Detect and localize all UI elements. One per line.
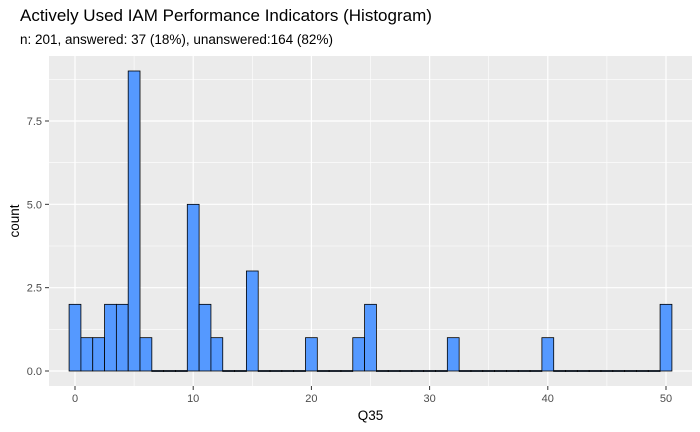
- y-axis-label: count: [7, 204, 22, 237]
- histogram-bar: [139, 337, 153, 372]
- histogram-bar: [115, 303, 129, 372]
- histogram-bar: [245, 270, 259, 372]
- histogram-bar: [293, 370, 306, 372]
- histogram-bar: [175, 370, 188, 372]
- histogram-bar: [576, 370, 590, 372]
- histogram-bar: [92, 337, 105, 372]
- histogram-bar: [482, 370, 496, 372]
- histogram-bar: [198, 303, 212, 372]
- histogram-bar: [281, 370, 295, 372]
- y-axis: 0.0 2.5 5.0 7.5: [27, 116, 49, 378]
- minor-gridlines: [49, 56, 692, 386]
- histogram-bar: [541, 337, 555, 372]
- histogram-bar: [517, 370, 531, 372]
- histogram-bar: [257, 370, 271, 372]
- histogram-bar: [104, 303, 117, 372]
- histogram-bar: [624, 370, 637, 372]
- y-tick-label: 5.0: [27, 199, 42, 211]
- histogram-bar: [328, 370, 342, 372]
- histogram-bar: [222, 370, 235, 372]
- x-tick-label: 10: [187, 393, 199, 405]
- x-tick-label: 20: [305, 393, 317, 405]
- histogram-bar: [305, 337, 318, 372]
- histogram-bar: [647, 370, 661, 372]
- histogram-bar: [399, 370, 413, 372]
- histogram-bar: [127, 70, 141, 372]
- histogram-bar: [529, 370, 543, 372]
- histogram-bar: [470, 370, 484, 372]
- histogram-bar: [600, 370, 614, 372]
- histogram-bar: [316, 370, 330, 372]
- histogram-bar: [186, 203, 200, 372]
- histogram-bar: [151, 370, 165, 372]
- histogram-bar: [68, 303, 82, 372]
- x-axis-label: Q35: [358, 408, 384, 423]
- histogram-bar: [553, 370, 566, 372]
- y-tick-label: 0.0: [27, 366, 42, 378]
- histogram-bar: [80, 337, 94, 372]
- histogram-bar: [506, 370, 519, 372]
- histogram-bar: [636, 370, 649, 372]
- histogram-bar: [340, 370, 354, 372]
- histogram-bar: [234, 370, 247, 372]
- histogram-bar: [446, 337, 460, 372]
- x-tick-label: 0: [72, 393, 78, 405]
- histogram-bar: [565, 370, 578, 372]
- x-tick-label: 40: [542, 393, 554, 405]
- chart-title: Actively Used IAM Performance Indicators…: [20, 6, 432, 25]
- histogram-bar: [352, 337, 365, 372]
- histogram-bar: [364, 303, 377, 372]
- histogram-bar: [269, 370, 283, 372]
- histogram-bar: [387, 370, 401, 372]
- histogram-bar: [612, 370, 626, 372]
- histogram-bar: [435, 370, 448, 372]
- histogram-bar: [494, 370, 507, 372]
- x-tick-label: 30: [423, 393, 435, 405]
- histogram-bar: [423, 370, 436, 372]
- x-axis: 0 10 20 30 40 50: [72, 386, 672, 405]
- histogram-bar: [458, 370, 472, 372]
- histogram-bar: [163, 370, 176, 372]
- histogram-bar: [659, 303, 673, 372]
- bars: [68, 70, 673, 372]
- x-tick-label: 50: [660, 393, 672, 405]
- chart-subtitle: n: 201, answered: 37 (18%), unanswered:1…: [20, 32, 333, 47]
- y-tick-label: 7.5: [27, 116, 42, 128]
- histogram-bar: [210, 337, 224, 372]
- histogram-bar: [588, 370, 602, 372]
- y-tick-label: 2.5: [27, 283, 42, 295]
- histogram-bar: [411, 370, 425, 372]
- histogram-bar: [376, 370, 389, 372]
